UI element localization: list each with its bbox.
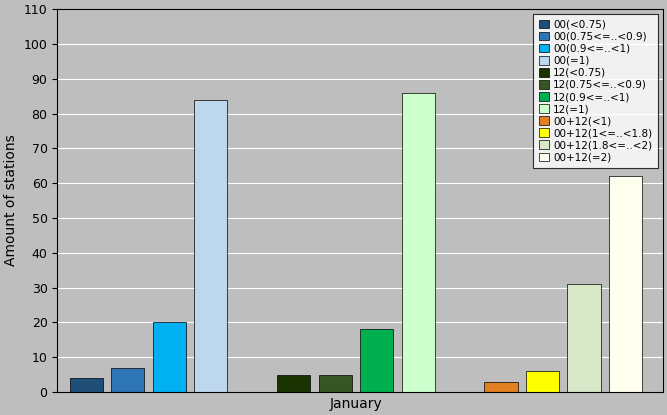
Bar (484, 381, 518, 392)
Bar (153, 322, 186, 392)
Bar (111, 368, 145, 392)
Bar (526, 371, 559, 392)
Bar (319, 375, 352, 392)
Bar (360, 330, 394, 392)
Bar (277, 375, 310, 392)
Bar (402, 93, 435, 392)
Legend: 00(<0.75), 00(0.75<=..<0.9), 00(0.9<=..<1), 00(=1), 12(<0.75), 12(0.75<=..<0.9),: 00(<0.75), 00(0.75<=..<0.9), 00(0.9<=..<… (534, 15, 658, 168)
Bar (70, 378, 103, 392)
Y-axis label: Amount of stations: Amount of stations (4, 135, 18, 266)
Bar (194, 100, 227, 392)
Bar (568, 284, 600, 392)
Bar (609, 176, 642, 392)
